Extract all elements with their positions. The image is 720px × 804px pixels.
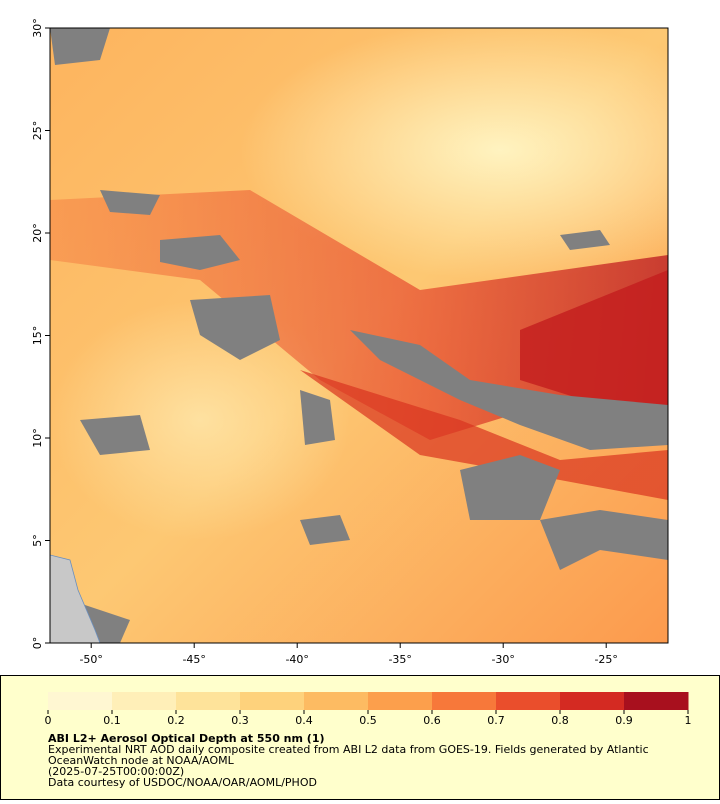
- colorbar-tick-label: 0.7: [487, 714, 505, 727]
- colorbar-tick-label: 1: [685, 714, 692, 727]
- colorbar-segment: [304, 692, 369, 710]
- colorbar-segment: [48, 692, 113, 710]
- y-tick-label: 10°: [31, 428, 44, 448]
- caption-line: (2025-07-25T00:00:00Z): [48, 765, 184, 778]
- colorbar-segment: [112, 692, 177, 710]
- x-tick-label: -30°: [491, 653, 514, 666]
- colorbar-tick-label: 0.1: [103, 714, 121, 727]
- y-tick-label: 0°: [31, 637, 44, 650]
- x-tick-label: -35°: [388, 653, 411, 666]
- colorbar-tick-label: 0.6: [423, 714, 441, 727]
- colorbar-segment: [368, 692, 433, 710]
- y-tick-label: 30°: [31, 18, 44, 38]
- colorbar-tick-label: 0.4: [295, 714, 313, 727]
- land: [50, 554, 101, 643]
- y-tick-label: 20°: [31, 223, 44, 243]
- colorbar-segment: [176, 692, 241, 710]
- y-tick-label: 5°: [31, 534, 44, 547]
- colorbar-segment: [240, 692, 305, 710]
- colorbar-segment: [496, 692, 561, 710]
- colorbar-tick-label: 0.8: [551, 714, 569, 727]
- colorbar-segment: [560, 692, 625, 710]
- y-tick-label: 15°: [31, 326, 44, 346]
- colorbar-tick-label: 0.9: [615, 714, 633, 727]
- colorbar-segment: [432, 692, 497, 710]
- colorbar-tick-label: 0.2: [167, 714, 185, 727]
- x-tick-label: -45°: [182, 653, 205, 666]
- y-tick-label: 25°: [31, 121, 44, 141]
- colorbar-tick-label: 0.5: [359, 714, 377, 727]
- aod-field: [50, 28, 668, 643]
- caption-line: OceanWatch node at NOAA/AOML: [48, 754, 235, 767]
- caption-title: ABI L2+ Aerosol Optical Depth at 550 nm …: [48, 732, 325, 745]
- colorbar-segment: [624, 692, 689, 710]
- x-tick-label: -25°: [594, 653, 617, 666]
- x-tick-label: -40°: [285, 653, 308, 666]
- colorbar-tick-label: 0.3: [231, 714, 249, 727]
- x-tick-label: -50°: [79, 653, 102, 666]
- colorbar-tick-label: 0: [45, 714, 52, 727]
- caption-line: Experimental NRT AOD daily composite cre…: [48, 743, 649, 756]
- caption-line: Data courtesy of USDOC/NOAA/OAR/AOML/PHO…: [48, 776, 317, 789]
